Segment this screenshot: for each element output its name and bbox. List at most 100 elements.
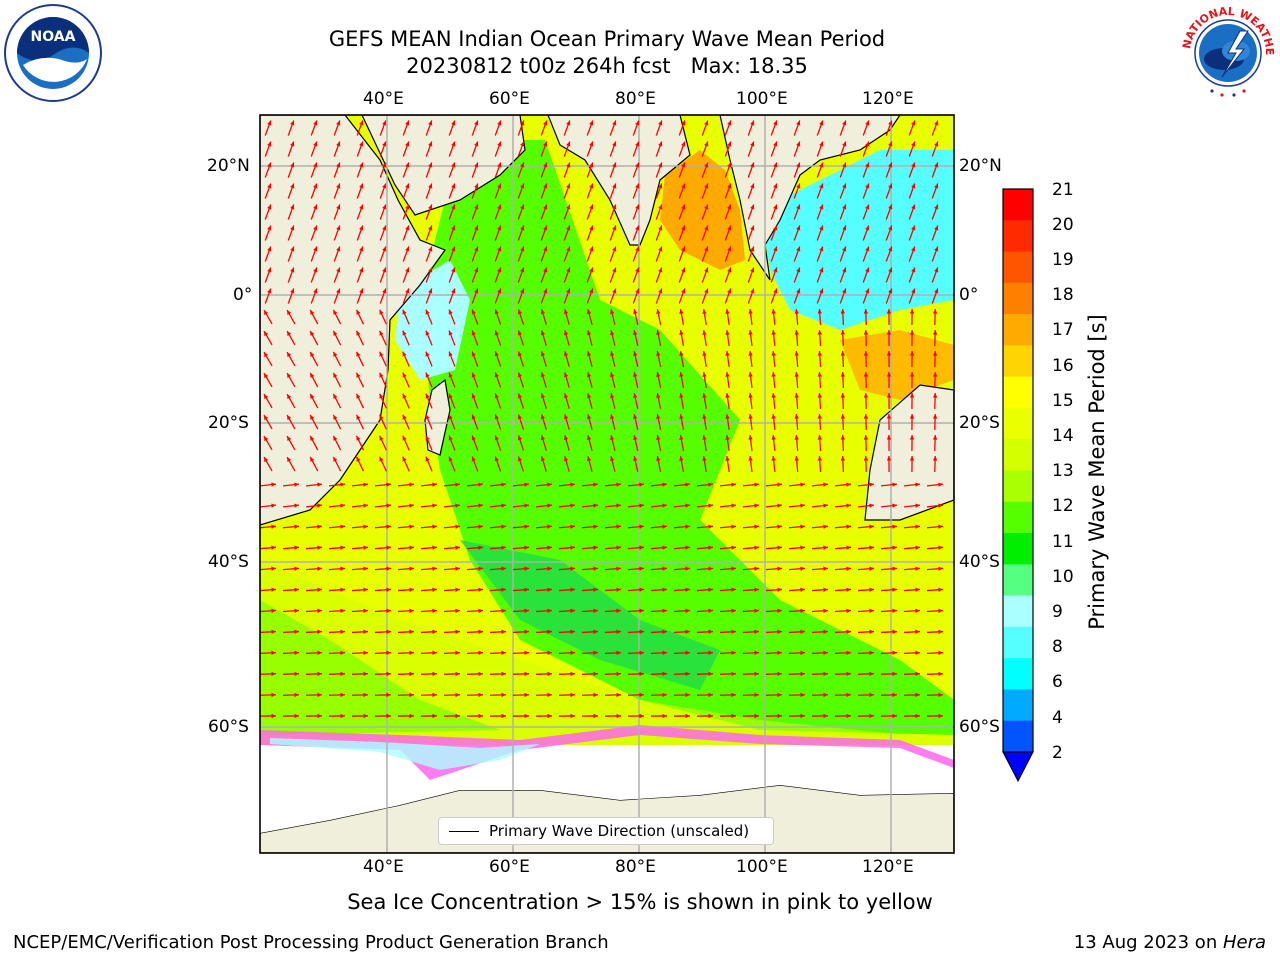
wave-arrow-head [702, 414, 707, 419]
wave-arrow-head [639, 671, 644, 677]
wave-arrow-head [379, 435, 384, 441]
wave-arrow-head [708, 482, 713, 487]
wave-arrow-head [662, 692, 667, 698]
wave-arrow-head [455, 545, 460, 550]
wave-arrow-head [639, 713, 644, 719]
wave-arrow-head [616, 650, 621, 656]
wave-arrow-head [840, 372, 846, 377]
wave-arrow-head [863, 414, 869, 419]
wave-arrow-head [658, 246, 663, 252]
lon-tick-top-80e: 80°E [615, 89, 656, 109]
wave-arrow-head [455, 608, 460, 613]
wave-arrow-head [915, 482, 920, 487]
wave-arrow-head [750, 267, 755, 273]
wave-arrow-head [524, 671, 529, 677]
wave-arrow-head [313, 267, 318, 273]
wave-arrow-head [587, 414, 592, 420]
wave-arrow-head [865, 204, 870, 210]
wave-arrow-head [616, 524, 621, 529]
wave-arrow-head [267, 225, 272, 231]
wave-arrow-head [819, 288, 824, 294]
wave-arrow-head [865, 288, 870, 294]
wave-arrow-head [478, 713, 483, 719]
lat-tick-right-40s: 40°S [959, 552, 1000, 572]
wave-arrow-head [704, 246, 709, 252]
wave-arrow-head [474, 225, 479, 231]
wave-arrow-head [708, 587, 713, 592]
wave-arrow-head [405, 225, 410, 231]
wave-arrow-head [336, 162, 341, 168]
wave-arrow-head [702, 309, 707, 314]
wave-arrow-head [773, 288, 778, 294]
wave-arrow-head [547, 587, 552, 592]
wave-arrow-head [865, 162, 870, 168]
wave-arrow-head [612, 288, 617, 294]
wave-arrow-head [336, 288, 341, 294]
wave-arrow-head [708, 545, 713, 550]
wave-arrow-head [656, 456, 661, 462]
wave-arrow-head [425, 372, 430, 378]
wave-arrow-head [524, 482, 529, 487]
wave-arrow-head [846, 713, 851, 719]
wave-arrow-head [501, 566, 506, 571]
wave-arrow-head [517, 435, 522, 441]
wave-arrow-head [471, 372, 476, 378]
wave-arrow-head [817, 330, 822, 335]
wave-arrow-head [359, 162, 364, 168]
wave-arrow-head [708, 692, 713, 698]
wave-arrow-head [271, 524, 276, 529]
wave-arrow-head [771, 309, 776, 314]
wave-arrow-head [842, 162, 847, 168]
wave-arrow-head [425, 435, 430, 441]
wave-arrow-head [494, 435, 499, 441]
wave-arrow-head [842, 288, 847, 294]
wave-arrow-head [888, 141, 893, 147]
wave-arrow-head [681, 141, 686, 147]
wave-arrow-head [425, 351, 430, 357]
wave-arrow-head [869, 503, 874, 508]
wave-arrow-head [679, 309, 684, 314]
wave-arrow-head [842, 183, 847, 189]
wave-arrow-head [662, 566, 667, 571]
wave-arrow-head [823, 713, 828, 719]
wave-arrow-head [731, 671, 736, 677]
wave-arrow-head [771, 456, 776, 461]
wave-arrow-head [708, 503, 713, 508]
colorbar-band [1003, 439, 1033, 471]
wave-arrow-head [478, 503, 483, 508]
wave-arrow-head [471, 393, 476, 399]
wave-arrow-head [570, 566, 575, 571]
wave-arrow-head [911, 204, 916, 210]
wave-arrow-head [333, 456, 338, 462]
wave-arrow-head [543, 120, 548, 126]
wave-arrow-head [796, 267, 801, 273]
wave-arrow-head [455, 587, 460, 592]
wave-arrow-head [863, 456, 869, 461]
lon-tick-bottom-100e: 100°E [736, 857, 788, 877]
wave-arrow-head [428, 183, 433, 189]
wave-arrow-head [336, 204, 341, 210]
wave-arrow-head [363, 587, 368, 592]
wave-arrow-head [271, 692, 276, 698]
wave-arrow-head [679, 393, 684, 398]
wave-arrow-head [819, 246, 824, 252]
wave-arrow-head [892, 629, 897, 634]
wave-arrow-head [865, 183, 870, 189]
wave-arrow-head [540, 435, 546, 441]
wave-arrow-head [432, 713, 437, 719]
wave-arrow-head [566, 183, 571, 189]
wave-arrow-head [909, 351, 915, 356]
wave-arrow-head [662, 713, 667, 719]
wave-arrow-head [563, 330, 569, 336]
wave-arrow-head [524, 566, 529, 571]
wave-arrow-head [402, 414, 407, 420]
wave-arrow-head [474, 120, 479, 126]
wave-arrow-head [267, 246, 272, 252]
wave-arrow-head [563, 351, 569, 357]
wave-arrow-head [748, 456, 753, 461]
wave-arrow-head [336, 246, 341, 252]
colorbar-band [1003, 501, 1033, 534]
wave-arrow-head [840, 456, 846, 461]
wave-arrow-head [593, 692, 598, 698]
wave-arrow-head [704, 141, 709, 147]
